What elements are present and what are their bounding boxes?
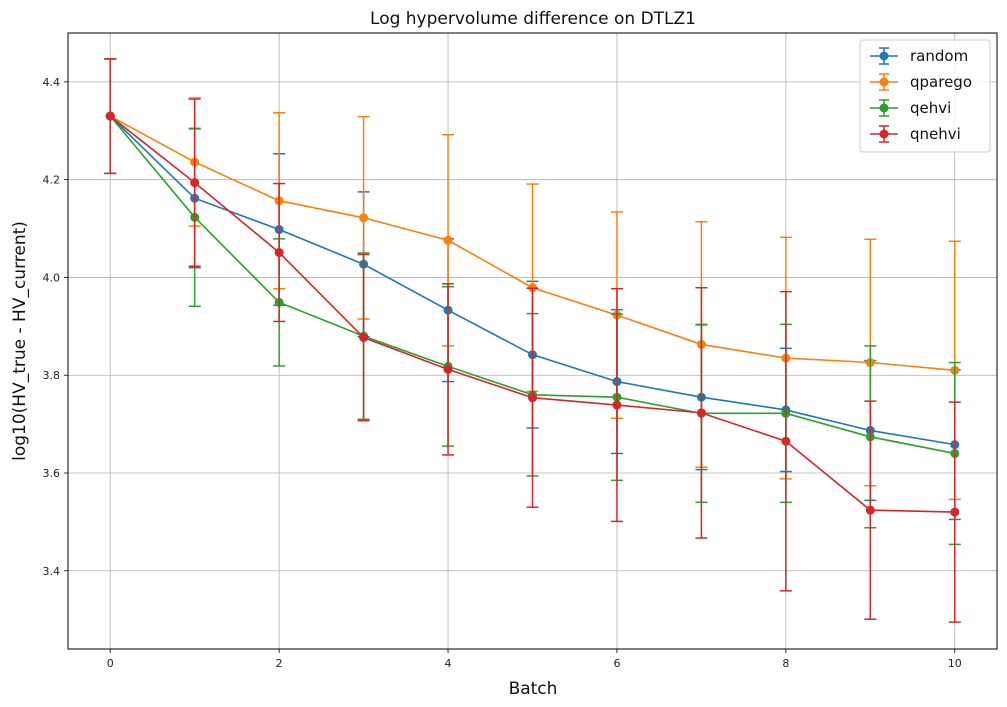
x-tick-label: 0 <box>107 657 114 670</box>
data-point <box>950 507 960 517</box>
x-tick-label: 6 <box>613 657 620 670</box>
y-tick-label: 4.4 <box>43 76 61 89</box>
data-point <box>359 213 369 223</box>
legend-box <box>859 39 991 153</box>
y-tick-label: 3.4 <box>43 565 61 578</box>
y-tick-label: 3.8 <box>43 369 61 382</box>
ticks: 0 2 4 6 8 10 3.4 3.6 3.8 4.0 4.2 4.4 <box>43 76 962 670</box>
x-tick-label: 4 <box>445 657 452 670</box>
data-point <box>612 400 622 410</box>
legend-label: qparego <box>910 73 972 91</box>
legend-marker <box>879 129 889 139</box>
y-tick-label: 4.0 <box>43 271 61 284</box>
data-point <box>696 408 706 418</box>
series-qnehvi <box>104 58 961 623</box>
x-tick-label: 2 <box>276 657 283 670</box>
data-point <box>865 505 875 515</box>
data-point <box>274 248 284 258</box>
legend-label: qehvi <box>910 99 951 117</box>
legend-label: qnehvi <box>910 125 961 143</box>
legend: random qparego qehvi qnehvi <box>859 39 991 153</box>
legend-item-qnehvi: qnehvi <box>870 125 961 143</box>
legend-marker <box>879 51 889 61</box>
legend-marker <box>879 103 889 113</box>
legend-item-random: random <box>870 47 968 65</box>
data-point <box>443 235 453 245</box>
data-point <box>105 111 115 121</box>
legend-marker <box>879 77 889 87</box>
series-layer <box>104 58 961 623</box>
data-point <box>781 436 791 446</box>
data-point <box>443 364 453 374</box>
x-tick-label: 8 <box>782 657 789 670</box>
chart-title: Log hypervolume difference on DTLZ1 <box>370 9 696 29</box>
legend-item-qehvi: qehvi <box>870 99 951 117</box>
y-tick-label: 3.6 <box>43 467 61 480</box>
y-tick-label: 4.2 <box>43 174 61 187</box>
data-point <box>190 178 200 188</box>
y-axis-label: log10(HV_true - HV_current) <box>10 221 30 461</box>
data-point <box>359 333 369 343</box>
plot-frame <box>67 32 998 650</box>
x-axis-label: Batch <box>509 679 558 699</box>
legend-item-qparego: qparego <box>870 73 972 91</box>
x-tick-label: 10 <box>948 657 962 670</box>
legend-label: random <box>910 47 968 65</box>
data-point <box>528 393 537 403</box>
